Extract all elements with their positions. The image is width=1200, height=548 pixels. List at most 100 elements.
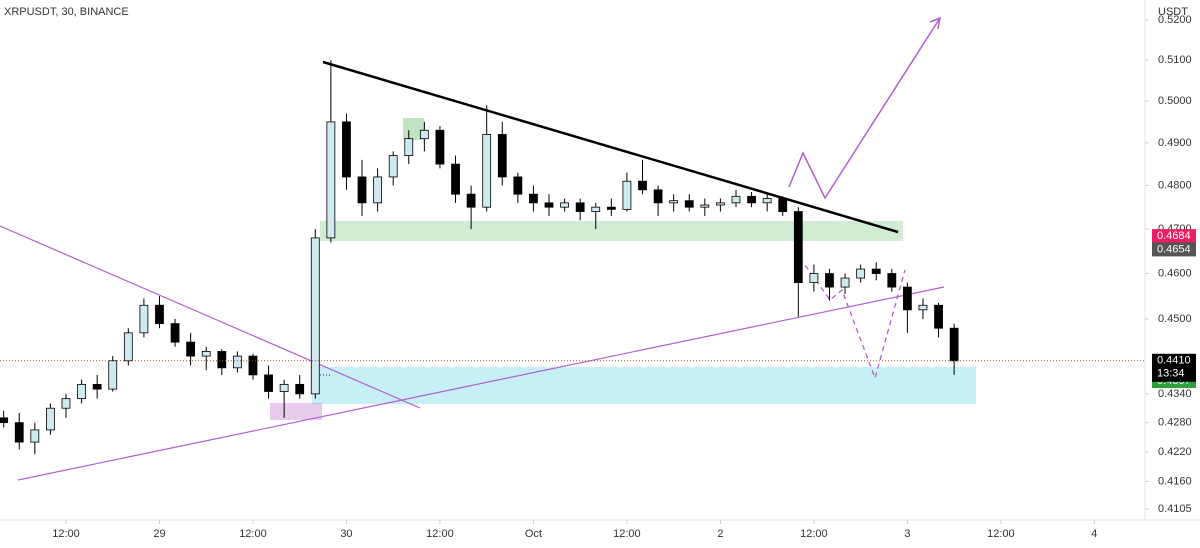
candle-body [388,155,398,178]
candle-body [669,200,679,204]
candle-body [108,360,118,390]
candle-body [77,383,86,400]
dashed-path [799,257,906,381]
candle-body [373,176,383,204]
arrow-head [929,16,941,30]
x-tick-label: 4 [1091,528,1097,540]
last-price-label: 0.4410 [1157,355,1191,367]
candle-body [793,211,803,283]
candle-body [871,268,881,274]
x-tick-label: 12:00 [239,528,267,540]
resistance-line [322,60,899,234]
candle-body [123,332,133,362]
candle-body [482,134,492,208]
candle-body [638,180,647,191]
candle-body [61,398,71,409]
candle-body [934,304,943,329]
price-label: 0.4684 [1157,230,1191,242]
y-tick-label: 0.4600 [1158,267,1192,279]
x-tick-label: 12:00 [52,528,80,540]
candle-body [295,383,305,395]
candle-body [560,202,569,208]
candle-body [326,121,336,239]
countdown-label: 13:34 [1157,368,1185,380]
price-label-bg [1152,242,1196,257]
candle-body [497,134,507,178]
candle-body [902,286,912,311]
candle-body [684,200,694,208]
price-label-bg [1152,229,1196,244]
candle-body [217,351,227,369]
candle-body [419,129,429,140]
candle-body [840,277,850,288]
candle-body [279,383,289,392]
y-tick-label: 0.4220 [1158,446,1192,458]
candle-body [92,383,102,390]
y-tick-label: 0.4800 [1158,179,1192,191]
candle-body [747,195,756,204]
candle-body [825,273,834,288]
candle-body [731,195,741,204]
purple-zone [270,403,322,420]
x-tick-label: 12:00 [800,528,828,540]
support-zone [320,221,903,241]
price-label: 0.4654 [1157,243,1191,255]
candle-body [887,273,897,288]
candle-body [575,202,585,212]
candle-body [466,193,476,208]
candle-body [949,327,959,362]
candle-body [232,355,242,369]
candle-body [139,304,149,334]
candle-body [513,176,523,195]
candle-body [14,422,24,443]
candle-body [342,121,351,178]
x-tick-label: 12:00 [613,528,641,540]
y-tick-label: 0.4105 [1158,503,1192,515]
candle-body [310,237,320,395]
x-tick-label: 3 [904,528,910,540]
candle-body [248,355,258,376]
candle-body [762,198,772,204]
candle-body [856,268,866,279]
candle-body [544,202,554,208]
candle-body [264,374,273,392]
x-tick-label: Oct [525,528,542,540]
y-tick-label: 0.5100 [1158,54,1192,66]
y-tick-label: 0.5200 [1158,14,1192,26]
y-tick-label: 0.5000 [1158,95,1192,107]
candle-body [201,351,211,357]
candle-body [809,273,819,283]
x-tick-label: 30 [340,528,352,540]
candle-body [451,163,460,195]
demand-zone [312,367,976,404]
candle-body [606,206,616,210]
candle-body [435,129,445,165]
candle-body [30,429,40,443]
y-tick-label: 0.4160 [1158,475,1192,487]
candle-body [716,202,725,206]
candle-body [591,206,601,212]
chart-title: XRPUSDT, 30, BINANCE [4,6,129,18]
projection-arrow [788,17,941,200]
candle-body [529,193,538,204]
x-tick-label: 12:00 [987,528,1015,540]
trend-line [17,286,945,481]
candle-body [170,323,180,343]
y-tick-label: 0.4900 [1158,137,1192,149]
candle-body [357,176,367,204]
candle-body [0,417,9,424]
y-tick-label: 0.4340 [1158,388,1192,400]
candle-body [653,189,663,204]
y-tick-label: 0.4500 [1158,313,1192,325]
candle-body [918,304,928,311]
candle-body [186,341,196,357]
candle-body [46,407,55,431]
candle-body [404,138,414,156]
candle-body [700,204,710,208]
x-tick-label: 2 [717,528,723,540]
drawings [0,16,976,481]
y-tick-label: 0.4280 [1158,417,1192,429]
x-tick-label: 12:00 [426,528,454,540]
